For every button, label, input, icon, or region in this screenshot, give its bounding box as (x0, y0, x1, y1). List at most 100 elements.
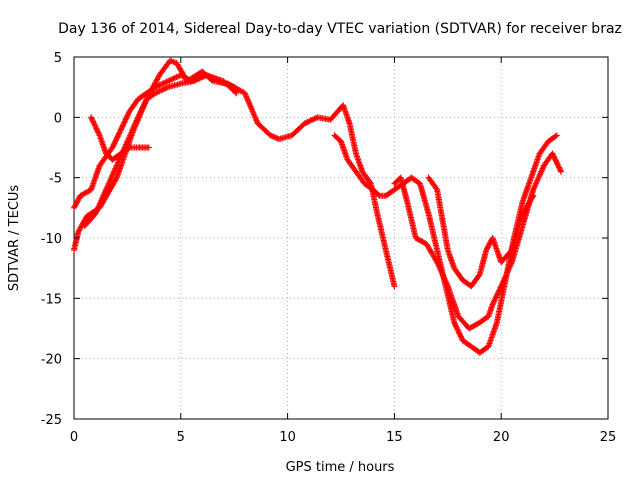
data-point (490, 298, 497, 305)
data-point (553, 158, 560, 165)
data-point (142, 99, 149, 106)
y-tick-label: -10 (41, 232, 62, 247)
data-point (88, 114, 95, 121)
data-point (120, 120, 127, 127)
data-point (491, 297, 498, 304)
data-point (121, 119, 128, 126)
data-point (135, 114, 142, 121)
y-tick-label: -5 (49, 172, 62, 187)
y-ticks: 5 0 -5 -10 -15 -20 -25 (41, 51, 608, 428)
data-point (145, 144, 152, 151)
data-point (452, 322, 459, 329)
data-point (551, 154, 558, 161)
data-point (433, 185, 440, 192)
x-tick-label: 0 (70, 430, 78, 445)
data-point (110, 141, 117, 148)
data-point (122, 116, 129, 123)
y-axis-label: SDTVAR / TECUs (7, 185, 22, 292)
data-point (453, 325, 460, 332)
data-point (554, 161, 561, 168)
data-point (232, 89, 239, 96)
data-point (125, 111, 132, 118)
chart-title: Day 136 of 2014, Sidereal Day-to-day VTE… (58, 21, 622, 37)
data-point (137, 110, 144, 117)
data-point (136, 111, 143, 118)
data-point (125, 145, 132, 152)
data-point (116, 130, 123, 137)
data-point (494, 290, 501, 297)
data-point (530, 192, 537, 199)
data-point (549, 150, 556, 157)
data-point (553, 132, 560, 139)
x-tick-label: 15 (386, 430, 403, 445)
data-point (451, 319, 458, 326)
data-point (454, 326, 461, 333)
series-track (88, 114, 152, 163)
data-point (375, 191, 382, 198)
data-point (114, 134, 121, 141)
data-point (94, 126, 101, 133)
data-point (552, 156, 559, 163)
data-point (494, 291, 501, 298)
data-point (558, 168, 565, 175)
data-point (457, 333, 464, 340)
data-point (119, 123, 126, 130)
data-point (489, 301, 496, 308)
y-tick-label: -25 (41, 413, 62, 428)
y-tick-label: -20 (41, 353, 62, 368)
data-point (116, 129, 123, 136)
data-point (492, 295, 499, 302)
data-point (95, 129, 102, 136)
data-point (90, 119, 97, 126)
data-point (112, 176, 119, 183)
y-tick-label: 0 (54, 111, 62, 126)
data-point (112, 138, 119, 145)
data-point (92, 124, 99, 131)
data-point (91, 121, 98, 128)
data-point (453, 323, 460, 330)
data-point (139, 105, 146, 112)
data-point (529, 194, 536, 201)
data-point (457, 331, 464, 338)
data-point (233, 90, 240, 97)
data-point (456, 330, 463, 337)
data-point (119, 122, 126, 129)
data-point (455, 329, 462, 336)
data-series (71, 57, 565, 356)
data-point (124, 112, 131, 119)
y-tick-label: 5 (54, 51, 62, 66)
x-tick-label: 20 (493, 430, 510, 445)
data-point (550, 153, 557, 160)
data-point (140, 101, 147, 108)
data-point (114, 133, 121, 140)
data-point (493, 293, 500, 300)
data-point (112, 137, 119, 144)
data-point (123, 113, 130, 120)
data-point (117, 127, 124, 134)
data-point (90, 118, 97, 125)
data-point (496, 286, 503, 293)
data-point (554, 160, 561, 167)
data-point (93, 125, 100, 132)
x-tick-label: 25 (600, 430, 617, 445)
data-point (141, 100, 148, 107)
data-point (490, 299, 497, 306)
data-point (118, 125, 125, 132)
data-point (391, 283, 398, 290)
data-point (89, 117, 96, 124)
x-tick-label: 5 (177, 430, 185, 445)
data-point (496, 287, 503, 294)
data-point (94, 128, 101, 135)
data-point (135, 112, 142, 119)
data-point (458, 334, 465, 341)
data-point (451, 320, 458, 327)
data-point (111, 140, 118, 147)
data-point (92, 122, 99, 129)
data-point (552, 157, 559, 164)
data-point (88, 115, 95, 122)
x-ticks: 0 5 10 15 20 25 (70, 57, 616, 445)
data-point (556, 164, 563, 171)
data-point (557, 167, 564, 174)
data-point (123, 115, 130, 122)
